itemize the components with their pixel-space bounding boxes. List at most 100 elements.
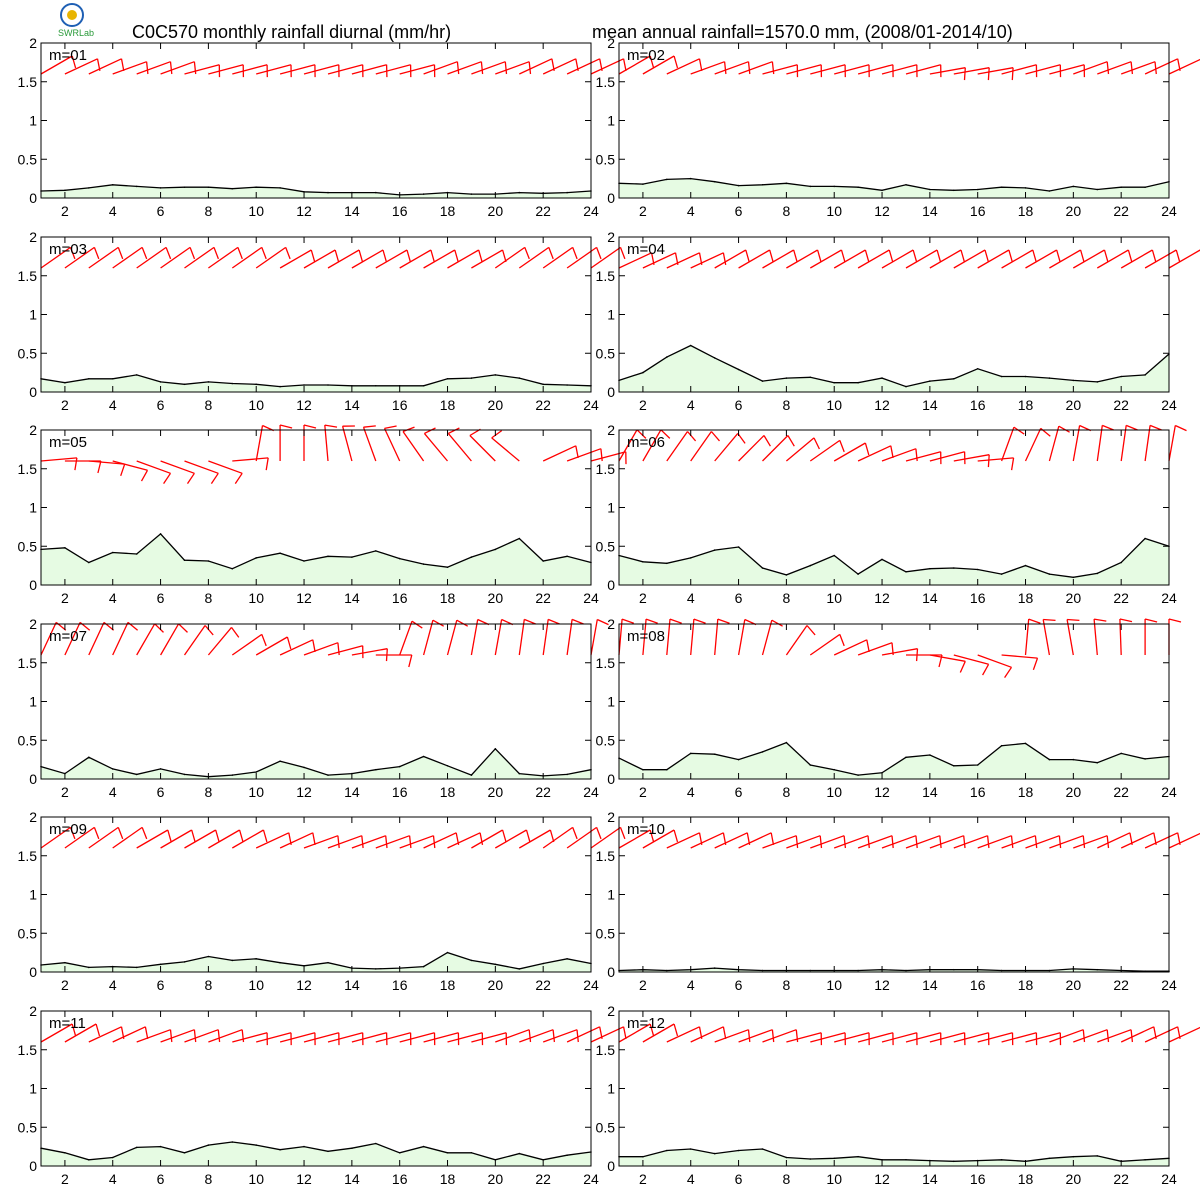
x-tick-label: 20 bbox=[488, 397, 504, 413]
rain-point bbox=[833, 185, 835, 188]
x-tick-label: 2 bbox=[61, 397, 69, 413]
wind-barb bbox=[1144, 249, 1181, 269]
rain-point bbox=[1096, 572, 1099, 575]
y-tick-label: 1 bbox=[29, 887, 37, 903]
rain-point bbox=[857, 1155, 859, 1158]
panel-m=06: 00.511.522 4 6 8 10 12 14 16 18 20 22 24m=06 bbox=[596, 422, 1187, 606]
y-tick-label: 1 bbox=[607, 113, 615, 129]
rain-point bbox=[1048, 1157, 1051, 1160]
wind-barb bbox=[542, 246, 578, 269]
wind-barb bbox=[231, 246, 267, 269]
rain-point bbox=[953, 765, 955, 767]
x-tick-label: 12 bbox=[296, 784, 312, 800]
panel-m=04: 00.511.522 4 6 8 10 12 14 16 18 20 22 24m=04 bbox=[596, 229, 1200, 413]
rain-point bbox=[446, 1152, 449, 1154]
wind-barb bbox=[1049, 64, 1086, 78]
rain-point bbox=[566, 384, 568, 386]
wind-barb bbox=[399, 249, 435, 269]
wind-barb bbox=[785, 625, 816, 656]
x-tick-label: 18 bbox=[1018, 977, 1034, 993]
wind-barb bbox=[519, 1029, 556, 1043]
panel-grid: 00.511.522 4 6 8 10 12 14 16 18 20 22 24m=0100.511.… bbox=[18, 35, 1200, 1187]
x-tick-label: 10 bbox=[248, 784, 264, 800]
wind-barb bbox=[1096, 249, 1133, 269]
wind-barb bbox=[642, 1023, 679, 1043]
x-tick-label: 20 bbox=[1066, 590, 1082, 606]
wind-barb bbox=[786, 835, 823, 849]
rain-point bbox=[737, 758, 740, 761]
rain-point bbox=[255, 1144, 257, 1146]
rain-point bbox=[666, 768, 668, 771]
rain-point bbox=[1120, 186, 1122, 188]
wind-barb bbox=[642, 618, 658, 656]
rain-point bbox=[809, 564, 812, 567]
wind-barb bbox=[1119, 618, 1133, 656]
wind-barb bbox=[590, 58, 627, 75]
rain-point bbox=[422, 965, 425, 968]
wind-barb bbox=[471, 1032, 508, 1046]
x-tick-label: 2 bbox=[639, 590, 647, 606]
wind-barb bbox=[423, 427, 448, 462]
wind-barb bbox=[1049, 249, 1085, 269]
rain-point bbox=[111, 1156, 114, 1159]
wind-barb bbox=[1049, 1029, 1086, 1043]
panel-m=10: 00.511.522 4 6 8 10 12 14 16 18 20 22 24m=10 bbox=[596, 809, 1200, 993]
rain-point bbox=[518, 968, 521, 970]
rain-point bbox=[207, 955, 210, 958]
wind-barb bbox=[184, 246, 220, 269]
rain-point bbox=[642, 1155, 644, 1158]
x-tick-label: 2 bbox=[61, 203, 69, 219]
x-tick-label: 14 bbox=[344, 1171, 360, 1187]
y-tick-label: 0 bbox=[607, 190, 615, 206]
wind-barb bbox=[375, 654, 413, 668]
x-tick-label: 18 bbox=[1018, 1171, 1034, 1187]
wind-barb bbox=[590, 246, 626, 269]
wind-barb bbox=[64, 460, 102, 474]
rain-point bbox=[1120, 561, 1122, 564]
y-tick-label: 0.5 bbox=[596, 732, 616, 748]
x-tick-label: 12 bbox=[874, 977, 890, 993]
x-tick-label: 24 bbox=[1161, 784, 1177, 800]
rain-point bbox=[183, 961, 186, 963]
rain-point bbox=[64, 381, 66, 384]
x-tick-label: 4 bbox=[687, 1171, 695, 1187]
wind-barb bbox=[690, 61, 727, 75]
x-tick-label: 4 bbox=[687, 397, 695, 413]
panel-m=03: 00.511.522 4 6 8 10 12 14 16 18 20 22 24m=03 bbox=[18, 229, 626, 413]
wind-barb bbox=[690, 252, 727, 269]
rain-point bbox=[785, 182, 788, 185]
wind-barb bbox=[494, 246, 530, 269]
wind-barb bbox=[160, 460, 195, 484]
rain-point bbox=[470, 377, 473, 379]
rain-point bbox=[809, 1158, 812, 1160]
rain-point bbox=[1048, 377, 1051, 379]
x-tick-label: 14 bbox=[922, 397, 938, 413]
rain-point bbox=[422, 563, 425, 565]
rain-point bbox=[833, 1157, 835, 1160]
wind-barb bbox=[762, 435, 795, 462]
rain-point bbox=[1048, 190, 1051, 192]
wind-barb bbox=[447, 427, 472, 462]
rain-point bbox=[351, 556, 353, 558]
x-tick-label: 22 bbox=[1113, 397, 1129, 413]
y-tick-label: 0 bbox=[29, 577, 37, 593]
panel-month-label: m=07 bbox=[49, 628, 87, 645]
x-tick-label: 4 bbox=[109, 1171, 117, 1187]
panel-month-label: m=05 bbox=[49, 434, 87, 451]
x-tick-label: 18 bbox=[1018, 203, 1034, 219]
rain-point bbox=[1000, 744, 1003, 747]
y-tick-label: 2 bbox=[29, 1003, 37, 1019]
rain-point bbox=[470, 1152, 473, 1154]
rain-point bbox=[470, 959, 473, 962]
rain-point bbox=[518, 1152, 521, 1155]
wind-barb bbox=[1025, 835, 1062, 849]
rain-point bbox=[88, 187, 90, 189]
wind-barb bbox=[1097, 1029, 1134, 1043]
rain-point bbox=[666, 178, 668, 181]
wind-barb bbox=[469, 428, 496, 462]
rain-point bbox=[446, 951, 449, 954]
wind-barb bbox=[399, 64, 436, 78]
y-tick-label: 0 bbox=[29, 964, 37, 980]
wind-barb bbox=[1096, 424, 1114, 462]
panel-m=01: 00.511.522 4 6 8 10 12 14 16 18 20 22 24m=01 bbox=[18, 35, 627, 219]
